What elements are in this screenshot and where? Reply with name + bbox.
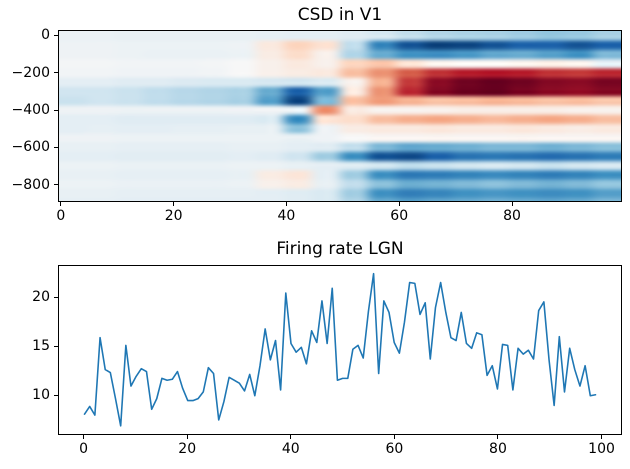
y-tick-label: 20	[32, 289, 50, 306]
y-tick-label: 15	[32, 338, 50, 355]
x-tick-mark	[173, 202, 175, 206]
csd-plot-title: CSD in V1	[297, 5, 383, 25]
x-tick-mark	[393, 435, 395, 439]
x-tick-label: 40	[281, 441, 300, 457]
x-tick-label: 80	[503, 208, 521, 224]
y-tick-label: −600	[11, 139, 50, 156]
y-tick-label: −800	[11, 176, 50, 193]
csd-heatmap-image	[59, 31, 621, 201]
x-tick-mark	[186, 435, 188, 439]
x-tick-label: 100	[588, 441, 615, 457]
y-tick-label: −400	[11, 102, 50, 118]
x-tick-mark	[398, 202, 400, 206]
y-tick-label: 0	[41, 27, 50, 43]
y-tick-mark	[54, 184, 58, 186]
x-tick-mark	[601, 435, 603, 439]
x-tick-label: 60	[385, 441, 404, 457]
x-tick-label: 20	[164, 208, 183, 224]
y-tick-mark	[54, 72, 58, 73]
x-tick-mark	[497, 435, 499, 439]
y-tick-mark	[54, 296, 58, 298]
y-tick-label: −200	[11, 64, 50, 81]
x-tick-label: 20	[178, 441, 197, 457]
y-tick-label: 10	[32, 387, 50, 404]
csd-axes	[58, 30, 622, 202]
x-tick-label: 60	[390, 208, 409, 224]
x-tick-mark	[83, 435, 85, 439]
firing-rate-line	[83, 272, 597, 427]
firing-rate-plot-title: Firing rate LGN	[276, 239, 404, 259]
x-tick-mark	[511, 202, 513, 206]
x-tick-label: 40	[277, 208, 296, 224]
y-tick-mark	[54, 34, 58, 36]
x-tick-mark	[290, 435, 292, 439]
firing-rate-axes	[58, 265, 622, 435]
y-tick-mark	[54, 109, 58, 111]
y-tick-mark	[54, 146, 58, 148]
x-tick-label: 0	[56, 208, 66, 224]
firing-rate-line-chart	[83, 272, 597, 427]
y-tick-mark	[54, 345, 58, 347]
y-tick-mark	[54, 394, 58, 396]
x-tick-mark	[285, 202, 287, 206]
x-tick-mark	[60, 202, 62, 206]
x-tick-label: 80	[489, 441, 507, 457]
x-tick-label: 0	[79, 441, 89, 457]
